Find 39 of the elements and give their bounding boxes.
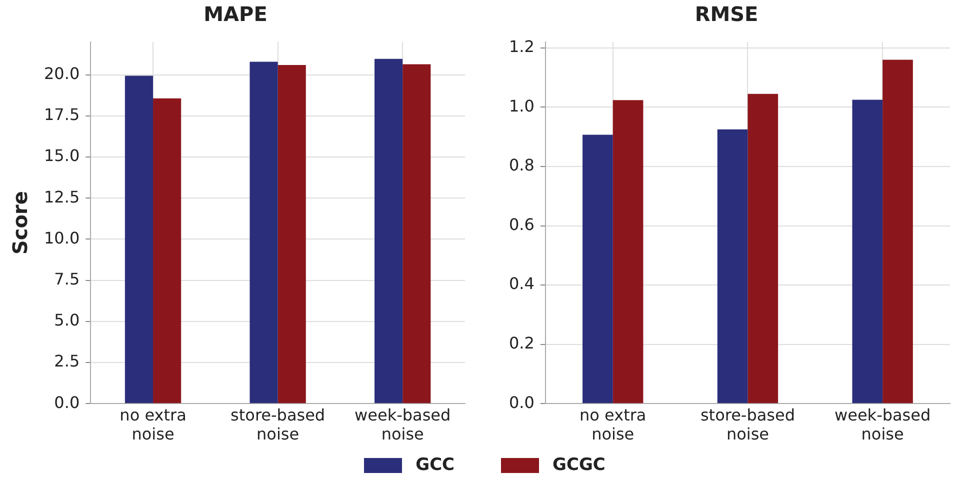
bar	[582, 134, 612, 404]
y-axis-title: Score	[8, 191, 32, 255]
bar	[612, 100, 643, 404]
y-tick-label: 20.0	[44, 64, 80, 84]
y-tick-label: 15.0	[44, 146, 80, 166]
x-tick-label: no extra noise	[120, 405, 186, 444]
bar	[716, 129, 748, 404]
y-tick-label: 2.5	[54, 352, 80, 371]
y-tick-label: 0.0	[508, 392, 534, 412]
bar	[250, 62, 278, 404]
y-tick-label: 12.5	[44, 187, 80, 206]
legend-label: GCGC	[552, 455, 606, 475]
bar	[153, 98, 182, 404]
x-tick-label: week-based noise	[834, 405, 930, 444]
bar	[374, 58, 403, 404]
y-tick-label: 10.0	[44, 228, 80, 248]
y-tick-label: 17.5	[44, 105, 80, 124]
y-tick-label: 0.0	[54, 392, 80, 412]
legend-label: GCC	[416, 455, 455, 475]
y-tick-label: 0.6	[508, 214, 534, 234]
bar	[278, 65, 306, 404]
chart-title: MAPE	[204, 2, 268, 26]
bar	[747, 94, 778, 404]
chart-title: RMSE	[694, 2, 758, 26]
y-tick-label: 5.0	[54, 310, 80, 330]
bar	[882, 60, 912, 404]
bar	[124, 76, 154, 404]
y-tick-label: 1.2	[508, 37, 534, 56]
x-tick-label: store-based noise	[700, 405, 794, 444]
x-tick-label: no extra noise	[579, 405, 646, 444]
y-tick-label: 0.2	[508, 333, 534, 352]
x-tick-label: store-based noise	[230, 405, 326, 444]
bar	[852, 100, 882, 404]
bar	[402, 64, 431, 404]
x-tick-label: week-based noise	[354, 405, 451, 444]
y-tick-label: 0.8	[508, 156, 534, 175]
y-tick-label: 7.5	[54, 269, 80, 288]
y-tick-label: 1.0	[508, 96, 534, 116]
y-tick-label: 0.4	[508, 274, 534, 294]
